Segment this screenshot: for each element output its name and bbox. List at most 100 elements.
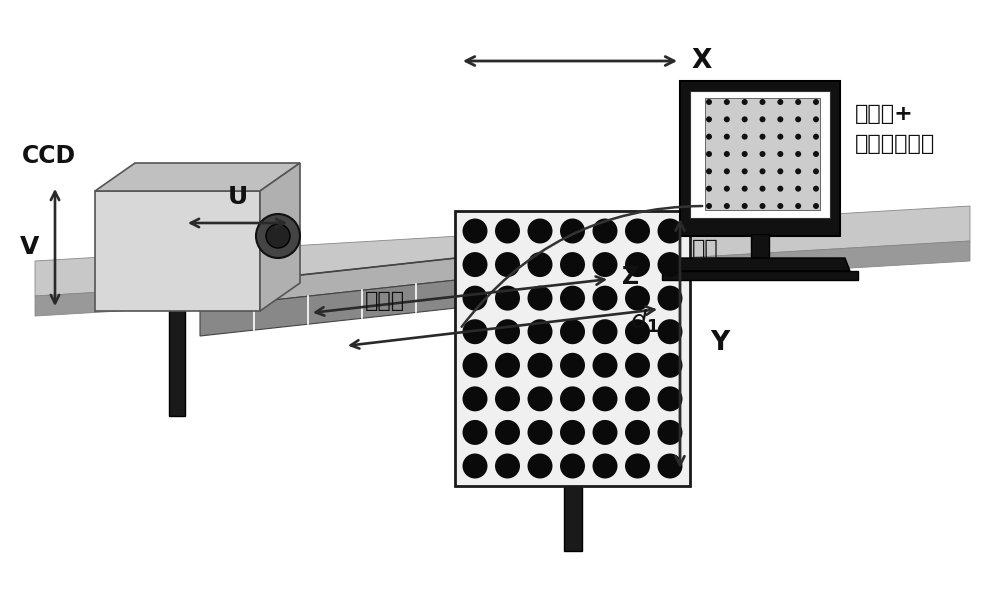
Circle shape bbox=[592, 453, 618, 479]
Circle shape bbox=[724, 186, 730, 191]
Circle shape bbox=[724, 116, 730, 122]
Text: V: V bbox=[20, 235, 40, 259]
Circle shape bbox=[760, 134, 766, 139]
Text: 标定板: 标定板 bbox=[365, 291, 405, 311]
Circle shape bbox=[592, 319, 618, 344]
Polygon shape bbox=[35, 206, 970, 296]
Circle shape bbox=[528, 285, 552, 311]
Circle shape bbox=[495, 319, 520, 344]
Polygon shape bbox=[95, 191, 260, 311]
Circle shape bbox=[777, 116, 783, 122]
Circle shape bbox=[742, 168, 748, 174]
Circle shape bbox=[777, 203, 783, 209]
Circle shape bbox=[777, 186, 783, 191]
Polygon shape bbox=[670, 258, 850, 271]
Circle shape bbox=[658, 353, 682, 378]
Circle shape bbox=[795, 186, 801, 191]
Circle shape bbox=[706, 134, 712, 139]
Circle shape bbox=[495, 420, 520, 445]
Circle shape bbox=[658, 219, 682, 243]
Circle shape bbox=[777, 168, 783, 174]
Text: CCD: CCD bbox=[22, 144, 76, 168]
Circle shape bbox=[560, 420, 585, 445]
Circle shape bbox=[462, 420, 488, 445]
Bar bbox=[690, 91, 830, 218]
Text: X: X bbox=[692, 48, 712, 74]
Circle shape bbox=[724, 134, 730, 139]
Circle shape bbox=[760, 186, 766, 191]
Circle shape bbox=[706, 168, 712, 174]
Circle shape bbox=[560, 353, 585, 378]
Polygon shape bbox=[260, 163, 300, 311]
Circle shape bbox=[760, 99, 766, 105]
Circle shape bbox=[658, 387, 682, 411]
Circle shape bbox=[592, 219, 618, 243]
Circle shape bbox=[495, 285, 520, 311]
Circle shape bbox=[658, 285, 682, 311]
Bar bbox=[564, 483, 582, 551]
Circle shape bbox=[495, 387, 520, 411]
Circle shape bbox=[742, 134, 748, 139]
Circle shape bbox=[528, 219, 552, 243]
Circle shape bbox=[777, 99, 783, 105]
Circle shape bbox=[560, 453, 585, 479]
Circle shape bbox=[724, 151, 730, 157]
Circle shape bbox=[813, 168, 819, 174]
Circle shape bbox=[462, 252, 488, 277]
Circle shape bbox=[742, 116, 748, 122]
Polygon shape bbox=[35, 241, 970, 316]
Circle shape bbox=[760, 203, 766, 209]
Circle shape bbox=[724, 203, 730, 209]
Circle shape bbox=[658, 420, 682, 445]
Circle shape bbox=[625, 252, 650, 277]
Circle shape bbox=[528, 319, 552, 344]
Circle shape bbox=[625, 453, 650, 479]
Circle shape bbox=[560, 387, 585, 411]
Circle shape bbox=[625, 353, 650, 378]
Circle shape bbox=[795, 116, 801, 122]
Circle shape bbox=[495, 252, 520, 277]
Circle shape bbox=[256, 214, 300, 258]
Circle shape bbox=[592, 252, 618, 277]
Circle shape bbox=[495, 353, 520, 378]
Circle shape bbox=[742, 203, 748, 209]
Circle shape bbox=[813, 99, 819, 105]
Circle shape bbox=[706, 186, 712, 191]
Circle shape bbox=[560, 285, 585, 311]
Circle shape bbox=[560, 319, 585, 344]
Circle shape bbox=[592, 420, 618, 445]
Circle shape bbox=[528, 453, 552, 479]
Circle shape bbox=[528, 387, 552, 411]
Circle shape bbox=[813, 186, 819, 191]
Text: 导轨: 导轨 bbox=[692, 239, 719, 259]
Circle shape bbox=[625, 387, 650, 411]
Circle shape bbox=[795, 203, 801, 209]
Circle shape bbox=[742, 99, 748, 105]
Polygon shape bbox=[95, 163, 300, 191]
Polygon shape bbox=[200, 233, 685, 308]
Text: U: U bbox=[228, 185, 248, 209]
Circle shape bbox=[528, 420, 552, 445]
Circle shape bbox=[592, 387, 618, 411]
Circle shape bbox=[795, 99, 801, 105]
Circle shape bbox=[795, 168, 801, 174]
Circle shape bbox=[266, 224, 290, 248]
Circle shape bbox=[625, 285, 650, 311]
Circle shape bbox=[760, 168, 766, 174]
Circle shape bbox=[742, 186, 748, 191]
Circle shape bbox=[706, 203, 712, 209]
Circle shape bbox=[706, 99, 712, 105]
Circle shape bbox=[777, 134, 783, 139]
Circle shape bbox=[462, 353, 488, 378]
Circle shape bbox=[528, 252, 552, 277]
Circle shape bbox=[560, 252, 585, 277]
Circle shape bbox=[658, 252, 682, 277]
Circle shape bbox=[495, 453, 520, 479]
Text: Y: Y bbox=[710, 330, 729, 356]
Circle shape bbox=[760, 116, 766, 122]
Bar bbox=[751, 234, 769, 258]
Bar bbox=[680, 81, 840, 236]
Circle shape bbox=[658, 453, 682, 479]
Circle shape bbox=[462, 219, 488, 243]
Text: Z: Z bbox=[622, 265, 639, 289]
